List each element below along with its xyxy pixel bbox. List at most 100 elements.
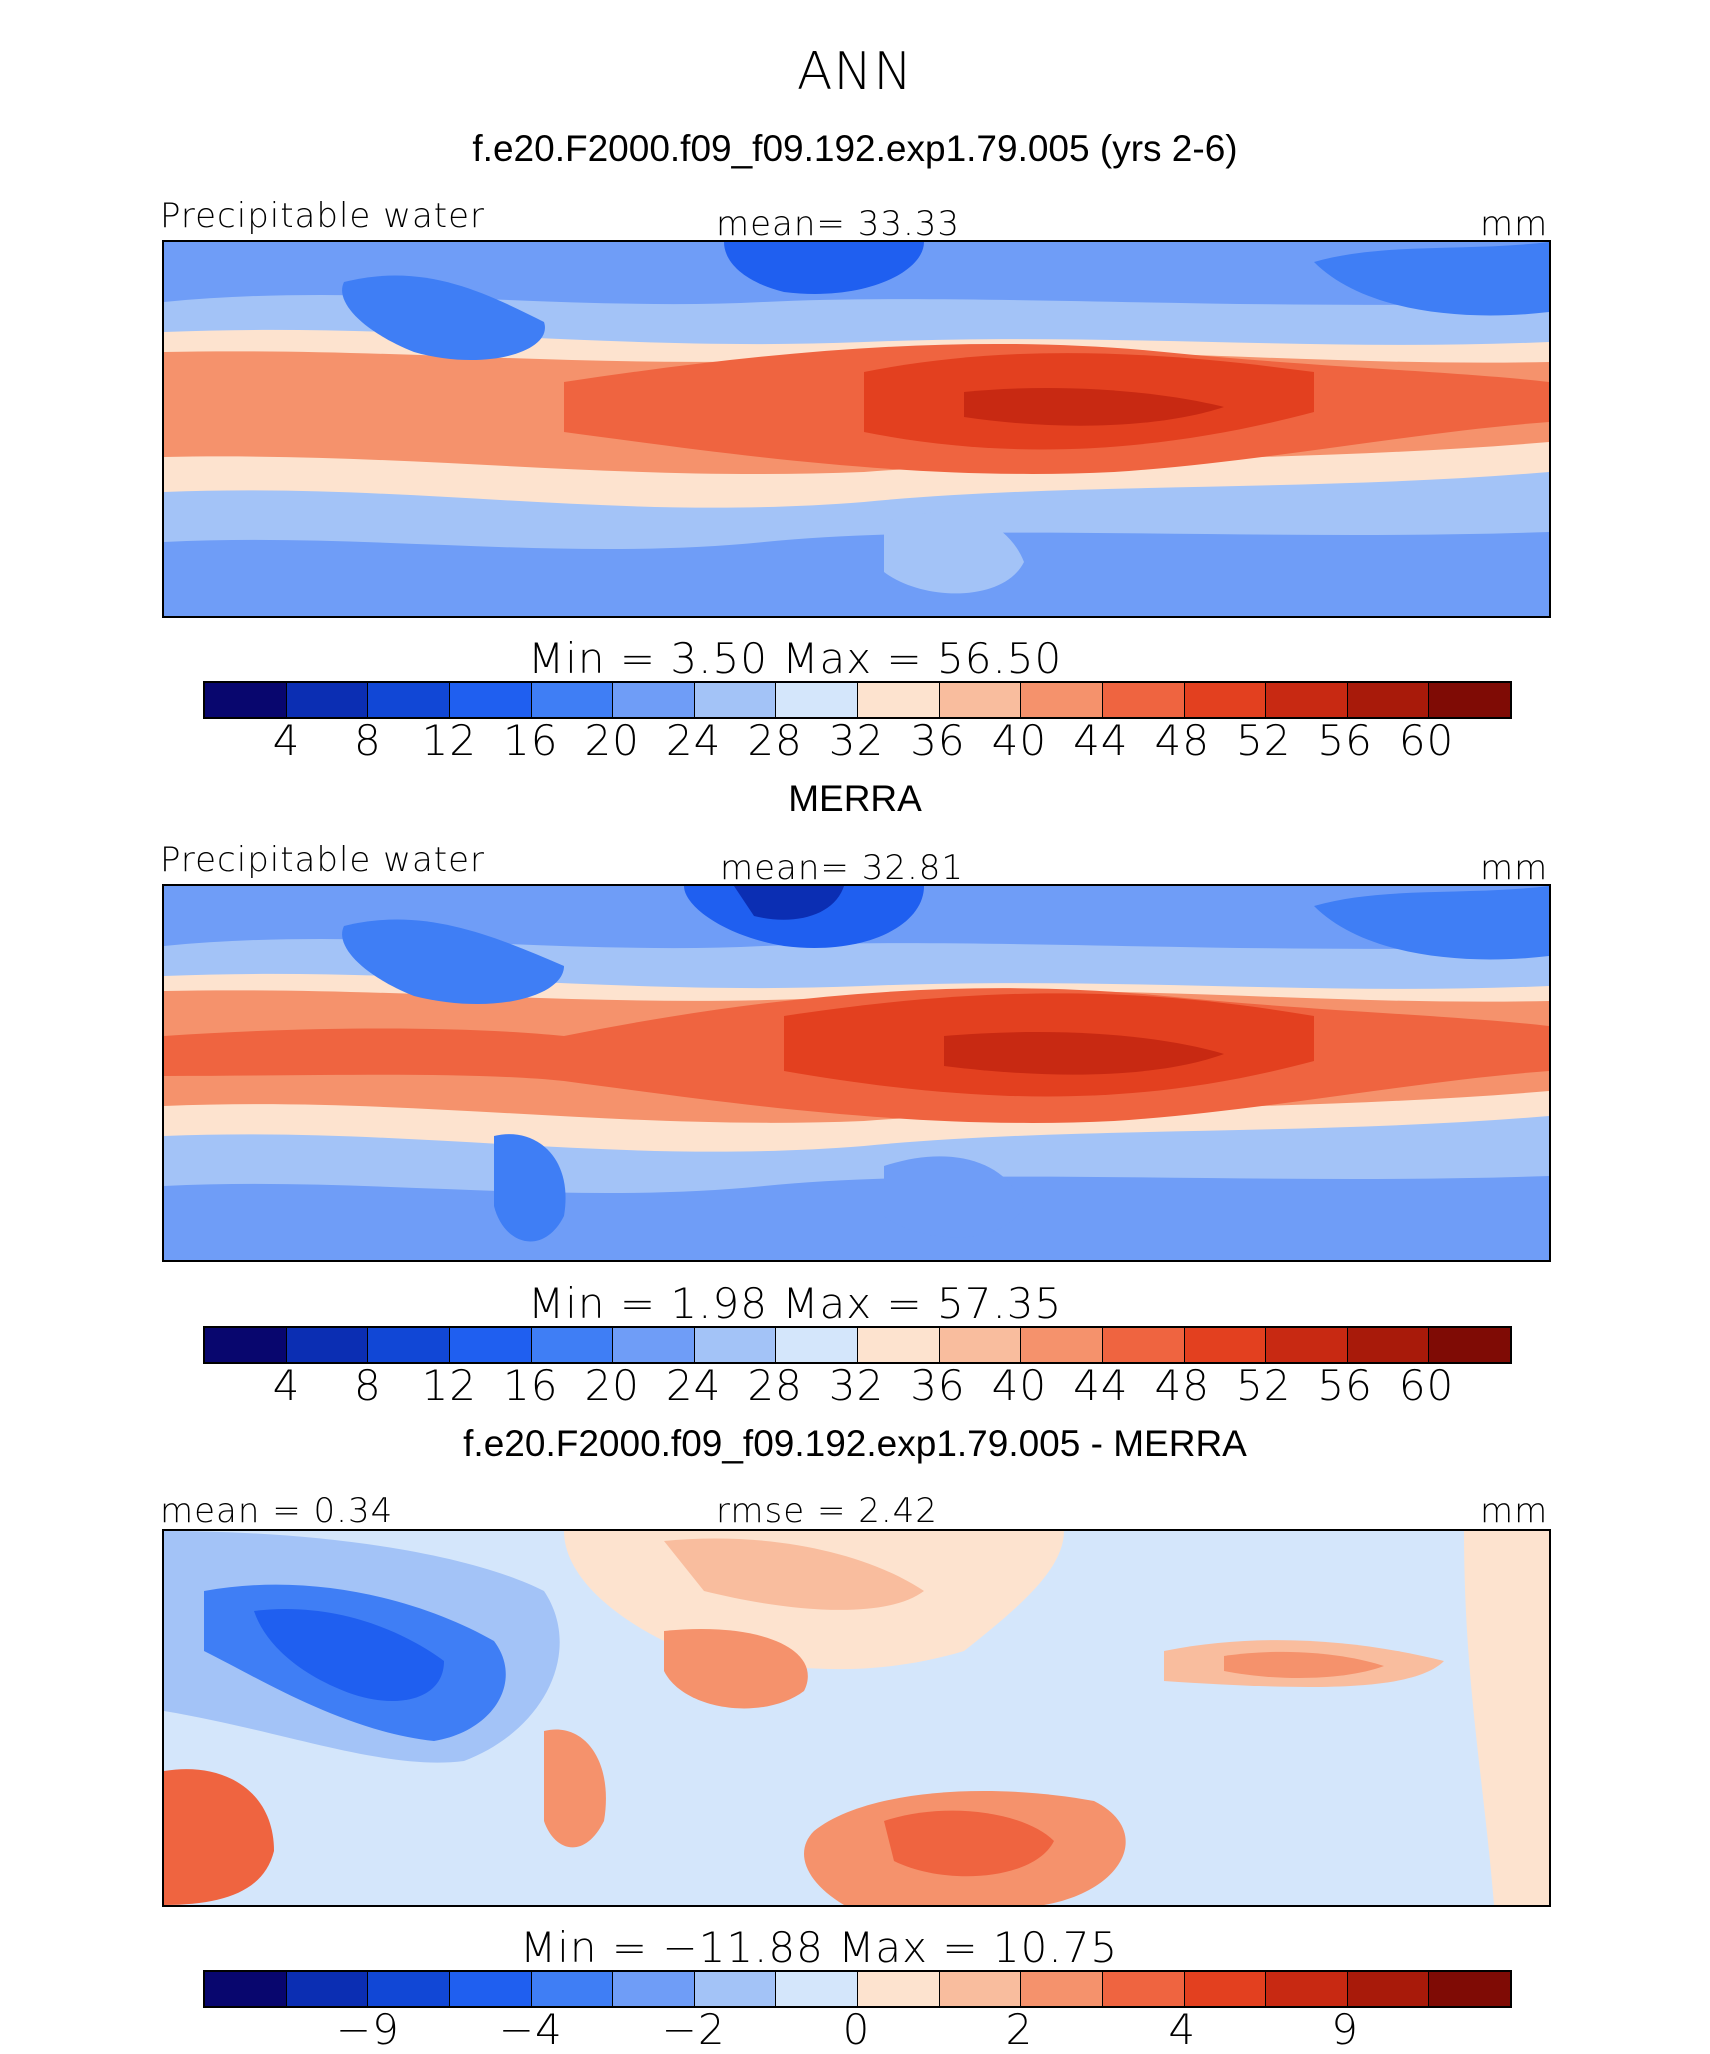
panel-3-units-label: mm (1480, 1491, 1549, 1531)
colorbar-swatch (286, 683, 369, 717)
colorbar-swatch (1184, 683, 1267, 717)
colorbar-swatch (776, 1972, 858, 2006)
colorbar-swatch (205, 1328, 287, 1362)
colorbar-swatch (694, 683, 777, 717)
colorbar-swatch (1429, 1972, 1510, 2006)
panel-1-min-max: Min = 3.50 Max = 56.50 (528, 634, 1063, 683)
colorbar-swatch (694, 1972, 777, 2006)
colorbar-tick-label: 32 (828, 1361, 885, 1410)
colorbar-swatch (776, 1328, 858, 1362)
colorbar-swatch (1266, 683, 1348, 717)
colorbar-swatch (205, 1972, 287, 2006)
colorbar-swatch (1429, 683, 1510, 717)
colorbar-tick-label: 8 (354, 1361, 382, 1410)
panel-2-colorbar (203, 1326, 1512, 1364)
colorbar-tick-label: 36 (910, 1361, 966, 1410)
panel-3-min-max: Min = −11.88 Max = 10.75 (520, 1923, 1119, 1972)
panel-1-units-label: mm (1480, 204, 1549, 244)
colorbar-tick-label: 20 (584, 716, 640, 765)
colorbar-swatch (858, 1328, 940, 1362)
colorbar-swatch (613, 1972, 695, 2006)
colorbar-swatch (1184, 1328, 1267, 1362)
colorbar-swatch (531, 683, 614, 717)
colorbar-swatch (858, 1972, 940, 2006)
colorbar-tick-label: 9 (1331, 2005, 1359, 2054)
colorbar-swatch (776, 683, 858, 717)
colorbar-swatch (1184, 1972, 1267, 2006)
panel-2-mean-label: mean= 32.81 (720, 848, 965, 888)
colorbar-tick-label: 48 (1154, 716, 1210, 765)
colorbar-tick-label: 56 (1317, 716, 1373, 765)
colorbar-swatch (449, 683, 532, 717)
colorbar-swatch (286, 1328, 369, 1362)
colorbar-swatch (1021, 1328, 1103, 1362)
colorbar-swatch (449, 1972, 532, 2006)
colorbar-tick-label: 52 (1235, 716, 1292, 765)
panel-3-rmse-label: rmse = 2.42 (716, 1491, 938, 1531)
colorbar-swatch (939, 1328, 1022, 1362)
colorbar-tick-label: 40 (991, 716, 1048, 765)
colorbar-swatch (939, 683, 1022, 717)
colorbar-swatch (1021, 683, 1103, 717)
colorbar-swatch (1429, 1328, 1510, 1362)
colorbar-swatch (1021, 1972, 1103, 2006)
panel-3-map (162, 1529, 1551, 1907)
colorbar-tick-label: 36 (910, 716, 966, 765)
colorbar-tick-label: −9 (335, 2005, 400, 2054)
colorbar-swatch (1102, 1972, 1185, 2006)
colorbar-swatch (449, 1328, 532, 1362)
colorbar-swatch (1347, 1972, 1430, 2006)
colorbar-swatch (613, 1328, 695, 1362)
colorbar-swatch (858, 683, 940, 717)
panel-1-map (162, 240, 1551, 618)
colorbar-swatch (368, 1972, 450, 2006)
colorbar-tick-label: 28 (747, 716, 803, 765)
colorbar-swatch (1102, 683, 1185, 717)
colorbar-tick-label: 16 (503, 1361, 559, 1410)
colorbar-tick-label: 2 (1005, 2005, 1034, 2054)
colorbar-tick-label: 4 (272, 716, 301, 765)
panel-2-min-max: Min = 1.98 Max = 57.35 (528, 1279, 1063, 1328)
colorbar-swatch (939, 1972, 1022, 2006)
panel-3-colorbar (203, 1970, 1512, 2008)
colorbar-tick-label: 32 (828, 716, 885, 765)
colorbar-swatch (531, 1328, 614, 1362)
colorbar-tick-label: 20 (584, 1361, 640, 1410)
panel-2-variable-label: Precipitable water (160, 840, 486, 880)
colorbar-swatch (1102, 1328, 1185, 1362)
colorbar-swatch (613, 683, 695, 717)
colorbar-tick-label: 60 (1398, 1361, 1455, 1410)
colorbar-tick-label: 56 (1317, 1361, 1373, 1410)
colorbar-tick-label: 28 (747, 1361, 803, 1410)
colorbar-swatch (694, 1328, 777, 1362)
panel-1-variable-label: Precipitable water (160, 196, 486, 236)
colorbar-tick-label: 44 (1073, 716, 1129, 765)
colorbar-swatch (1266, 1972, 1348, 2006)
colorbar-swatch (1347, 1328, 1430, 1362)
colorbar-swatch (368, 683, 450, 717)
colorbar-tick-label: 16 (503, 716, 559, 765)
colorbar-tick-label: −4 (498, 2005, 563, 2054)
panel-3-mean-label: mean = 0.34 (160, 1491, 394, 1531)
panel-1-colorbar (203, 681, 1512, 719)
colorbar-tick-label: 12 (421, 1361, 478, 1410)
colorbar-tick-label: 24 (665, 716, 722, 765)
colorbar-tick-label: 8 (354, 716, 382, 765)
panel-1-mean-label: mean= 33.33 (716, 204, 961, 244)
colorbar-tick-label: 4 (272, 1361, 301, 1410)
colorbar-tick-label: 40 (991, 1361, 1048, 1410)
colorbar-swatch (531, 1972, 614, 2006)
colorbar-swatch (368, 1328, 450, 1362)
panel-2-title: MERRA (788, 778, 922, 819)
colorbar-tick-label: 0 (842, 2005, 871, 2054)
colorbar-tick-label: 60 (1398, 716, 1455, 765)
colorbar-tick-label: 24 (665, 1361, 722, 1410)
colorbar-tick-label: 12 (421, 716, 478, 765)
colorbar-tick-label: 48 (1154, 1361, 1210, 1410)
colorbar-swatch (1266, 1328, 1348, 1362)
colorbar-swatch (1347, 683, 1430, 717)
panel-3-title: f.e20.F2000.f09_f09.192.exp1.79.005 - ME… (463, 1423, 1247, 1464)
colorbar-swatch (205, 683, 287, 717)
colorbar-tick-label: −2 (661, 2005, 726, 2054)
panel-2-units-label: mm (1480, 848, 1549, 888)
